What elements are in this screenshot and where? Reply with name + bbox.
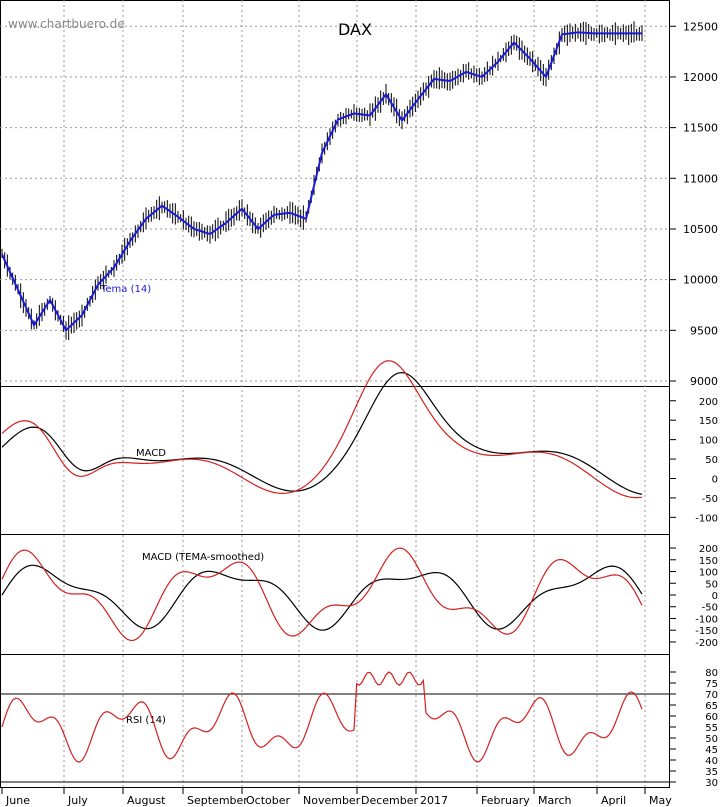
y-tick-label: 75 [705,679,718,690]
macd-label: MACD [136,448,166,459]
month-label: August [127,794,166,807]
rsi-line [1,671,643,763]
y-tick-label: 9000 [690,375,718,388]
month-label: April [601,794,626,807]
y-tick-label: 10500 [683,223,718,236]
y-tick-label: 12000 [683,71,718,84]
y-tick-label: 80 [705,668,718,679]
y-tick-label: 35 [705,767,718,778]
watermark: www.chartbuero.de [8,17,125,31]
rsi-series [1,671,643,763]
y-tick-label: 150 [699,416,718,427]
macd-series [1,360,643,499]
y-tick-label: 150 [699,556,718,567]
y-tick-label: -150 [695,626,718,637]
y-tick-label: -100 [695,513,718,524]
y-tick-label: 70 [705,690,718,701]
chart-title: DAX [338,20,372,39]
price-panel-frame [0,0,670,387]
y-axis-ticks: 9000950010000105001100011500120001250020… [670,20,718,789]
month-label: September [187,794,248,807]
tema-label: Tema (14) [100,284,151,295]
y-tick-label: 100 [699,568,718,579]
month-label: February [481,794,530,807]
month-label: 2017 [420,794,448,807]
y-tick-label: -50 [702,603,718,614]
month-label: November [303,794,361,807]
month-label: May [649,794,672,807]
price-series [1,21,643,341]
y-tick-label: 9500 [690,324,718,337]
y-tick-label: 45 [705,745,718,756]
y-tick-label: 50 [705,455,718,466]
y-tick-label: 50 [705,734,718,745]
y-tick-label: 10000 [683,274,718,287]
macd-tema-signal-line [1,547,643,642]
y-tick-label: 200 [699,544,718,555]
y-tick-label: 100 [699,436,718,447]
rsi-panel-frame [0,654,670,788]
y-tick-label: 12500 [683,20,718,33]
macd-line [1,371,643,495]
y-tick-label: -50 [702,494,718,505]
y-tick-label: 200 [699,397,718,408]
month-label: March [538,794,572,807]
macd-tema-line [1,564,643,631]
y-tick-label: -100 [695,614,718,625]
y-tick-label: 0 [712,591,718,602]
y-tick-label: 0 [712,474,718,485]
tema-line [1,31,642,332]
macd-tema-label: MACD (TEMA-smoothed) [142,552,264,563]
rsi-label: RSI (14) [126,715,166,726]
y-tick-label: 65 [705,701,718,712]
y-tick-label: 60 [705,712,718,723]
y-tick-label: 40 [705,756,718,767]
y-tick-label: 50 [705,579,718,590]
y-tick-label: -200 [695,638,718,649]
macd-signal-line [1,360,643,499]
macd-tema-panel-frame [0,534,670,655]
month-label: July [67,794,88,807]
macd-tema-series [1,547,643,642]
grid [0,0,670,788]
month-label: June [5,794,30,807]
y-tick-label: 30 [705,778,718,789]
y-tick-label: 11000 [683,172,718,185]
month-label: December [361,794,419,807]
month-label: October [246,794,290,807]
y-tick-label: 55 [705,723,718,734]
y-tick-label: 11500 [683,122,718,135]
